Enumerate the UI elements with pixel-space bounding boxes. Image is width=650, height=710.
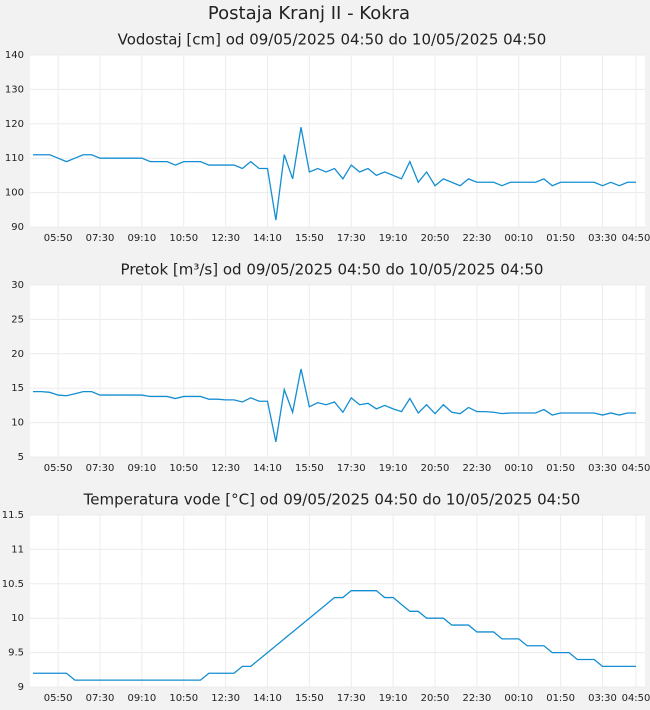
- x-tick-label: 14:10: [253, 463, 282, 474]
- page-title: Postaja Kranj II - Kokra: [208, 3, 410, 24]
- x-tick-label: 00:10: [504, 233, 533, 244]
- x-tick-label: 15:50: [295, 233, 324, 244]
- x-tick-label: 12:30: [211, 463, 240, 474]
- x-tick-label: 09:10: [127, 233, 156, 244]
- x-tick-label: 07:30: [86, 693, 115, 704]
- data-line: [33, 127, 636, 221]
- x-tick-label: 03:30: [588, 693, 617, 704]
- y-tick-label: 130: [5, 84, 24, 95]
- y-tick-label: 20: [11, 349, 24, 360]
- x-tick-label: 09:10: [127, 463, 156, 474]
- x-tick-label: 15:50: [295, 693, 324, 704]
- x-tick-label: 10:50: [169, 463, 198, 474]
- x-tick-label: 10:50: [169, 693, 198, 704]
- plot-area: [30, 285, 645, 457]
- x-tick-label: 05:50: [44, 463, 73, 474]
- y-tick-label: 25: [11, 314, 24, 325]
- y-tick-label: 110: [5, 153, 24, 164]
- plot-area: [30, 55, 645, 227]
- x-tick-label: 04:50: [622, 233, 650, 244]
- x-tick-label: 05:50: [44, 233, 73, 244]
- x-tick-label: 22:30: [462, 463, 491, 474]
- x-tick-label: 22:30: [462, 233, 491, 244]
- chart-title: Pretok [m³/s] od 09/05/2025 04:50 do 10/…: [121, 261, 544, 279]
- x-tick-label: 07:30: [86, 233, 115, 244]
- x-tick-label: 01:50: [546, 463, 575, 474]
- y-tick-label: 120: [5, 119, 24, 130]
- x-tick-label: 01:50: [546, 693, 575, 704]
- x-tick-label: 03:30: [588, 233, 617, 244]
- x-tick-label: 17:30: [337, 233, 366, 244]
- x-tick-label: 15:50: [295, 463, 324, 474]
- y-tick-label: 10: [11, 613, 24, 624]
- x-tick-label: 00:10: [504, 693, 533, 704]
- x-tick-label: 03:30: [588, 463, 617, 474]
- y-tick-label: 90: [11, 222, 24, 233]
- x-tick-label: 17:30: [337, 693, 366, 704]
- data-line: [33, 368, 636, 442]
- data-line: [33, 590, 636, 681]
- x-tick-label: 17:30: [337, 463, 366, 474]
- x-tick-label: 19:10: [379, 693, 408, 704]
- x-tick-label: 01:50: [546, 233, 575, 244]
- x-tick-label: 19:10: [379, 233, 408, 244]
- y-tick-label: 10: [11, 418, 24, 429]
- y-tick-label: 11: [11, 544, 24, 555]
- x-tick-label: 20:50: [421, 463, 450, 474]
- x-tick-label: 09:10: [127, 693, 156, 704]
- x-tick-label: 07:30: [86, 463, 115, 474]
- chart-title: Temperatura vode [°C] od 09/05/2025 04:5…: [83, 491, 581, 509]
- x-tick-label: 05:50: [44, 693, 73, 704]
- y-tick-label: 30: [11, 280, 24, 291]
- x-tick-label: 10:50: [169, 233, 198, 244]
- plot-area: [30, 515, 645, 687]
- y-tick-label: 5: [18, 452, 24, 463]
- y-tick-label: 15: [11, 383, 24, 394]
- x-tick-label: 20:50: [421, 693, 450, 704]
- y-tick-label: 9: [18, 682, 24, 693]
- x-tick-label: 20:50: [421, 233, 450, 244]
- y-tick-label: 10.5: [2, 579, 24, 590]
- x-tick-label: 22:30: [462, 693, 491, 704]
- x-tick-label: 04:50: [622, 463, 650, 474]
- x-tick-label: 12:30: [211, 693, 240, 704]
- y-tick-label: 9.5: [8, 648, 24, 659]
- x-tick-label: 04:50: [622, 693, 650, 704]
- y-tick-label: 140: [5, 50, 24, 61]
- x-tick-label: 19:10: [379, 463, 408, 474]
- x-tick-label: 12:30: [211, 233, 240, 244]
- chart-title: Vodostaj [cm] od 09/05/2025 04:50 do 10/…: [118, 31, 547, 49]
- x-tick-label: 14:10: [253, 693, 282, 704]
- x-tick-label: 00:10: [504, 463, 533, 474]
- x-tick-label: 14:10: [253, 233, 282, 244]
- y-tick-label: 11.5: [2, 510, 24, 521]
- y-tick-label: 100: [5, 188, 24, 199]
